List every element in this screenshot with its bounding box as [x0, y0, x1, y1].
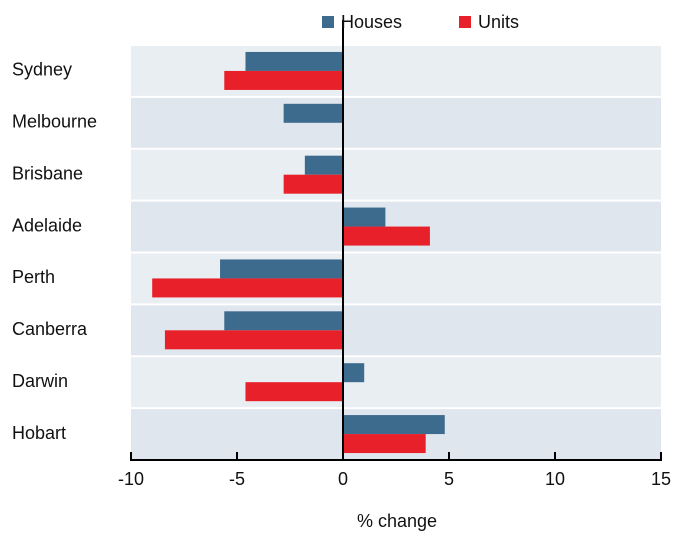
- bar: [220, 259, 343, 279]
- category-label: Sydney: [12, 60, 72, 80]
- bar: [152, 278, 343, 298]
- legend-swatch: [459, 16, 471, 28]
- category-label: Melbourne: [12, 112, 97, 132]
- bar: [343, 415, 445, 435]
- x-axis-title: % change: [357, 511, 437, 531]
- category-label: Adelaide: [12, 215, 82, 235]
- row-band: [131, 97, 661, 148]
- bar: [343, 226, 430, 246]
- legend-swatch: [322, 16, 334, 28]
- x-tick-label: 0: [338, 469, 348, 489]
- category-label: Canberra: [12, 319, 88, 339]
- bar: [343, 363, 365, 383]
- bar: [245, 382, 343, 402]
- bar: [283, 174, 343, 194]
- legend-label: Houses: [341, 12, 402, 32]
- x-tick-label: 5: [444, 469, 454, 489]
- row-band: [131, 357, 661, 408]
- category-label: Brisbane: [12, 163, 83, 183]
- legend-label: Units: [478, 12, 519, 32]
- row-band: [131, 149, 661, 200]
- bar: [224, 311, 343, 331]
- bar: [224, 70, 343, 90]
- x-tick-label: -5: [229, 469, 245, 489]
- bar: [343, 434, 426, 454]
- bar: [304, 155, 343, 175]
- bar: [283, 103, 343, 123]
- category-label: Hobart: [12, 423, 66, 443]
- bar: [164, 330, 343, 350]
- x-tick-label: 15: [651, 469, 671, 489]
- category-label: Perth: [12, 267, 55, 287]
- x-tick-label: 10: [545, 469, 565, 489]
- category-label: Darwin: [12, 371, 68, 391]
- bar: [343, 207, 386, 227]
- x-tick-label: -10: [118, 469, 144, 489]
- bar: [245, 51, 343, 71]
- row-band: [131, 46, 661, 96]
